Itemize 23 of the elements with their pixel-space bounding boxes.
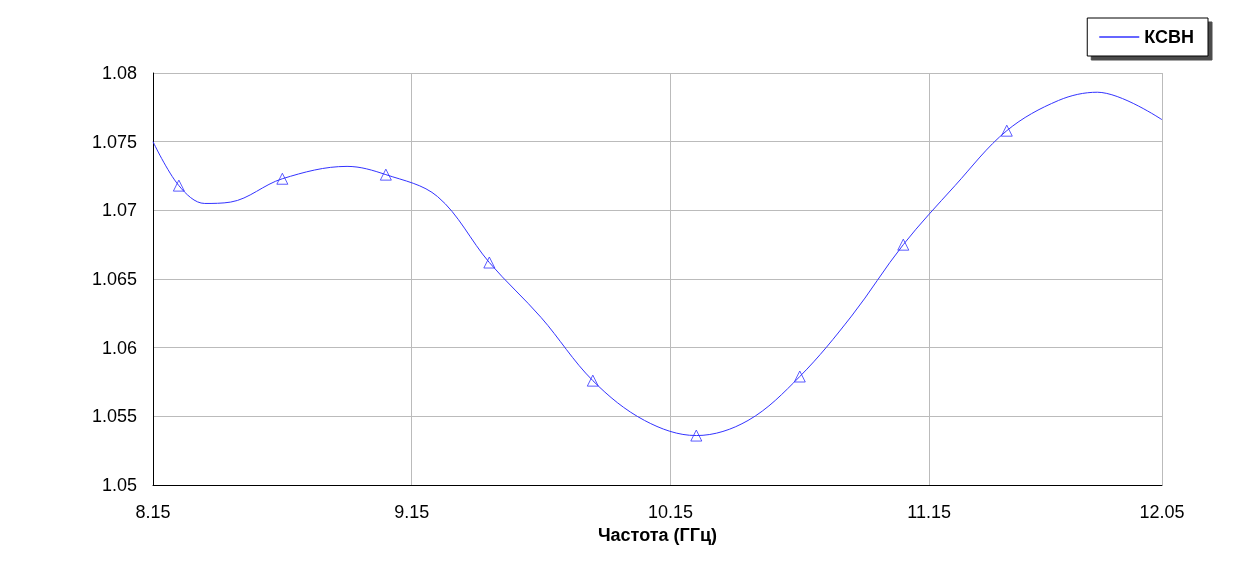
- x-axis-title: Частота (ГГц): [597, 524, 718, 545]
- point: [379, 168, 392, 181]
- point: [1000, 124, 1013, 137]
- x-tick-label: 11.15: [907, 502, 952, 522]
- y-tick-label: 1.05: [101, 475, 137, 495]
- legend-label: КСВН: [1144, 27, 1194, 47]
- x-tick-label: 12.05: [1139, 502, 1185, 522]
- point: [276, 172, 289, 185]
- y-tick-label: 1.06: [101, 337, 137, 358]
- point: [897, 238, 910, 251]
- y-tick-label: 1.07: [101, 200, 137, 221]
- x-tick-label: 9.15: [394, 502, 430, 522]
- point: [172, 179, 185, 192]
- point: [793, 370, 806, 383]
- y-tick-label: 1.055: [91, 406, 137, 427]
- x-tick-label: 10.15: [647, 502, 693, 522]
- y-tick-label: 1.08: [101, 63, 137, 83]
- point: [483, 256, 496, 269]
- y-tick-label: 1.075: [91, 131, 137, 152]
- point: [690, 429, 703, 442]
- point: [586, 374, 599, 387]
- x-tick-label: 8.15: [135, 502, 171, 522]
- y-tick-label: 1.065: [91, 269, 137, 289]
